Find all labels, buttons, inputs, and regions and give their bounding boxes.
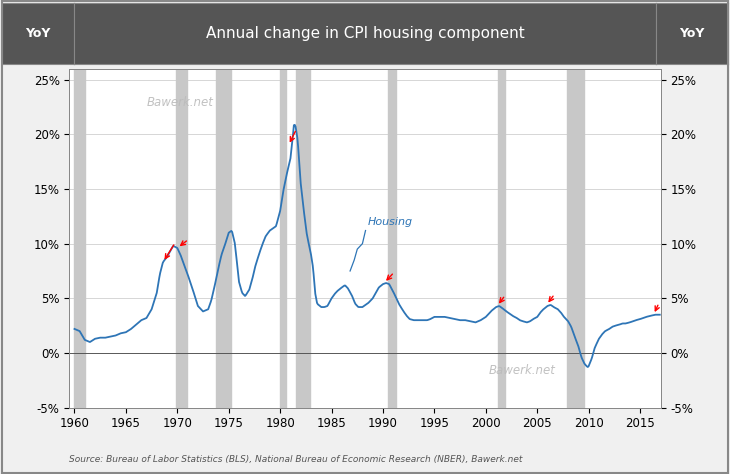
Bar <box>74 69 85 408</box>
Text: YoY: YoY <box>680 27 704 40</box>
Text: Bawerk.net: Bawerk.net <box>146 96 213 109</box>
Bar <box>216 69 231 408</box>
Bar <box>177 69 187 408</box>
Bar <box>567 69 583 408</box>
Text: YoY: YoY <box>26 27 50 40</box>
Bar <box>296 69 310 408</box>
Bar <box>280 69 286 408</box>
Text: Source: Bureau of Labor Statistics (BLS), National Bureau of Economic Research (: Source: Bureau of Labor Statistics (BLS)… <box>69 455 523 464</box>
Bar <box>388 69 396 408</box>
Text: Bawerk.net: Bawerk.net <box>489 364 556 377</box>
Text: Housing: Housing <box>368 217 412 227</box>
Text: Annual change in CPI housing component: Annual change in CPI housing component <box>206 26 524 41</box>
Bar <box>498 69 505 408</box>
